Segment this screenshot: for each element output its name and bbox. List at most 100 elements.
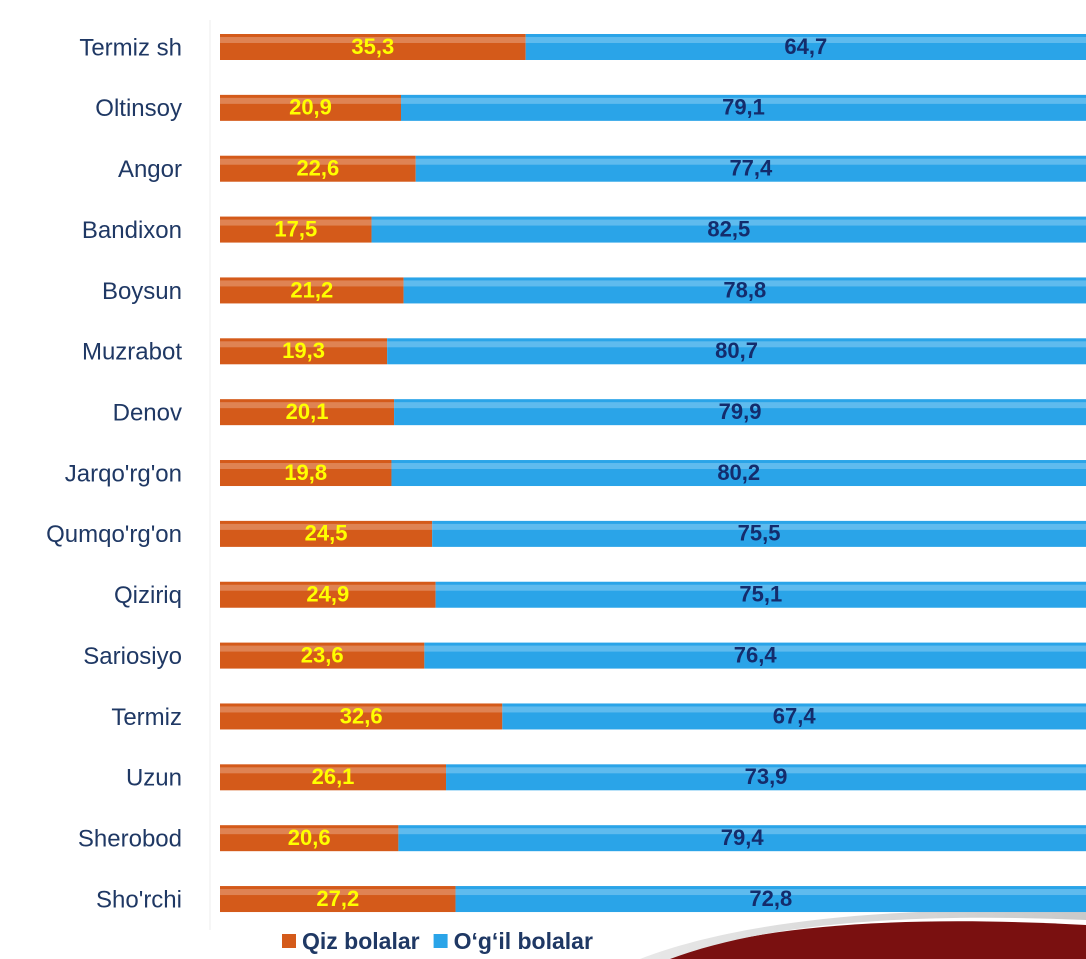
bar-highlight xyxy=(403,280,1086,287)
bar-highlight xyxy=(220,37,526,43)
bar-highlight xyxy=(220,523,433,530)
bar-segment xyxy=(220,460,392,487)
bar-highlight xyxy=(435,584,1086,591)
value-label: 67,4 xyxy=(773,703,817,728)
value-label: 26,1 xyxy=(312,764,355,789)
bar-segment xyxy=(394,399,1086,426)
category-label: Qumqo'rg'on xyxy=(46,521,182,548)
bar-segment xyxy=(220,642,425,669)
bar-segment xyxy=(220,34,526,60)
bar-highlight xyxy=(220,584,436,591)
value-label: 75,1 xyxy=(739,582,782,607)
value-label: 24,9 xyxy=(306,582,349,607)
category-label: Jarqo'rg'on xyxy=(65,460,182,487)
value-label: 22,6 xyxy=(296,156,339,181)
bar-highlight xyxy=(446,767,1086,774)
bar-highlight xyxy=(220,97,401,104)
bar-segment xyxy=(403,277,1086,304)
value-label: 80,7 xyxy=(715,338,758,363)
value-label: 20,1 xyxy=(286,399,329,424)
bar-highlight xyxy=(424,645,1086,652)
bar-highlight xyxy=(220,706,503,713)
category-label: Sho'rchi xyxy=(96,886,182,913)
bar-segment xyxy=(220,703,503,730)
bar-highlight xyxy=(220,341,388,348)
value-label: 82,5 xyxy=(707,216,750,241)
value-label: 27,2 xyxy=(316,886,359,911)
bar-highlight xyxy=(220,280,404,287)
bar-segment xyxy=(220,825,399,852)
value-label: 17,5 xyxy=(274,216,317,241)
bar-segment xyxy=(415,155,1086,182)
bar-highlight xyxy=(502,706,1086,713)
category-label: Muzrabot xyxy=(82,339,182,366)
bar-segment xyxy=(371,216,1086,243)
bar-segment xyxy=(220,764,447,791)
bar-segment xyxy=(220,277,404,304)
bar-segment xyxy=(446,764,1086,791)
legend-swatch xyxy=(282,934,296,948)
value-label: 19,8 xyxy=(284,460,327,485)
value-label: 32,6 xyxy=(340,703,383,728)
legend-label: Qiz bolalar xyxy=(302,928,420,954)
bar-segment xyxy=(220,94,401,121)
bar-highlight xyxy=(391,463,1086,470)
category-label: Sherobod xyxy=(78,826,182,853)
decoration xyxy=(660,921,1086,959)
bar-segment xyxy=(435,581,1086,608)
value-label: 23,6 xyxy=(301,642,344,667)
category-label: Qiziriq xyxy=(114,582,182,609)
value-label: 64,7 xyxy=(784,34,827,59)
value-label: 77,4 xyxy=(729,156,773,181)
bar-highlight xyxy=(525,37,1086,43)
bar-segment xyxy=(502,703,1086,730)
bar-segment xyxy=(220,216,372,243)
bar-segment xyxy=(220,886,456,913)
bar-segment xyxy=(432,520,1086,547)
bar-segment xyxy=(424,642,1086,669)
category-label: Angor xyxy=(118,156,182,183)
bar-segment xyxy=(391,460,1086,487)
value-label: 80,2 xyxy=(717,460,760,485)
category-label: Termiz xyxy=(111,704,182,731)
bar-segment xyxy=(220,338,388,365)
bar-segment xyxy=(220,155,416,182)
bar-segment xyxy=(400,94,1086,121)
bar-segment xyxy=(220,520,433,547)
value-label: 75,5 xyxy=(738,521,781,546)
bar-segment xyxy=(455,886,1086,913)
bar-highlight xyxy=(220,767,447,774)
value-label: 35,3 xyxy=(351,34,394,59)
value-label: 79,1 xyxy=(722,95,765,120)
legend-swatch xyxy=(433,934,448,948)
value-label: 78,8 xyxy=(723,277,766,302)
bar-highlight xyxy=(220,463,392,470)
bar-highlight xyxy=(387,341,1086,348)
decoration xyxy=(640,910,1086,959)
bar-highlight xyxy=(415,158,1086,165)
value-label: 76,4 xyxy=(734,642,778,667)
bar-segment xyxy=(398,825,1086,852)
bar-highlight xyxy=(455,889,1086,896)
value-label: 72,8 xyxy=(749,886,792,911)
category-label: Uzun xyxy=(126,765,182,792)
bar-highlight xyxy=(220,402,395,409)
bar-highlight xyxy=(432,523,1086,530)
category-label: Denov xyxy=(113,400,182,427)
bar-highlight xyxy=(394,402,1086,409)
value-label: 21,2 xyxy=(290,277,333,302)
bar-segment xyxy=(220,581,436,608)
bar-highlight xyxy=(220,645,425,652)
bar-highlight xyxy=(371,219,1086,226)
bar-highlight xyxy=(400,97,1086,104)
value-label: 24,5 xyxy=(305,521,348,546)
category-label: Sariosiyo xyxy=(83,643,182,670)
bar-highlight xyxy=(220,889,456,896)
value-label: 79,9 xyxy=(719,399,762,424)
legend-label: O‘g‘il bolalar xyxy=(454,928,593,954)
value-label: 20,6 xyxy=(288,825,331,850)
value-label: 20,9 xyxy=(289,95,332,120)
value-label: 19,3 xyxy=(282,338,325,363)
bar-highlight xyxy=(398,828,1086,835)
